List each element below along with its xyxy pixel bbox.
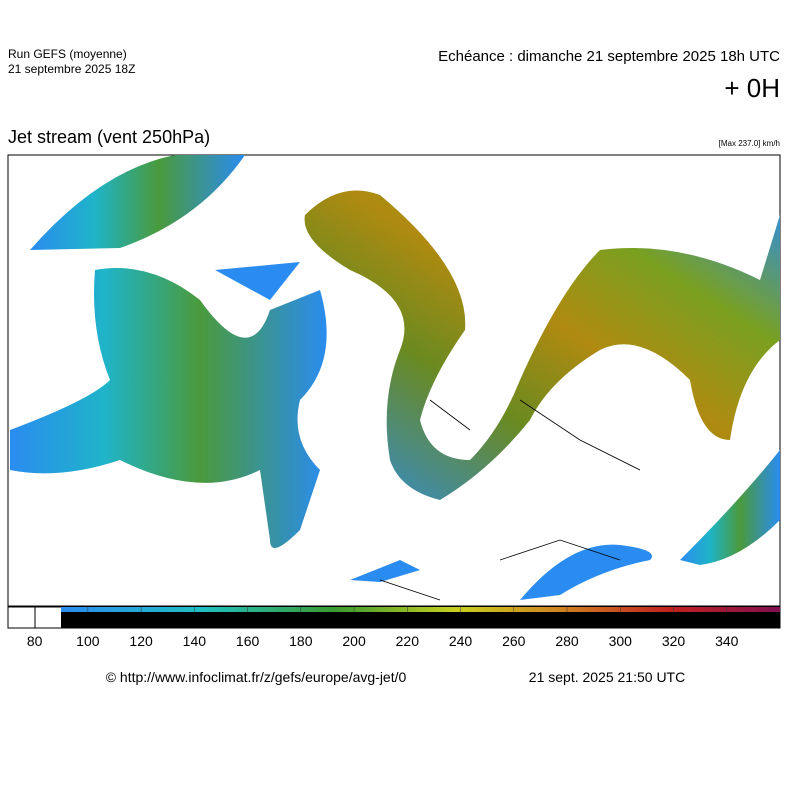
colorbar-tick-label: 140 — [183, 633, 207, 649]
map-title: Jet stream (vent 250hPa) — [8, 127, 210, 147]
max-label: [Max 237.0] km/h — [719, 139, 780, 148]
source-link[interactable]: © http://www.infoclimat.fr/z/gefs/europe… — [106, 669, 407, 685]
colorbar-tick-label: 160 — [236, 633, 260, 649]
colorbar — [7, 606, 781, 629]
jet-core — [520, 544, 652, 600]
colorbar-gradient — [61, 607, 780, 612]
colorbar-tick-label: 340 — [715, 633, 739, 649]
colorbar-tick-label: 240 — [449, 633, 473, 649]
map — [7, 154, 781, 607]
jet-core — [350, 560, 420, 582]
colorbar-tick-label: 120 — [129, 633, 153, 649]
jet-core — [30, 155, 245, 250]
lead-time: + 0H — [724, 73, 780, 103]
jet-core — [215, 262, 300, 300]
run-date: 21 septembre 2025 18Z — [8, 62, 135, 76]
timestamp: 21 sept. 2025 21:50 UTC — [529, 669, 685, 685]
forecast-time: Echéance : dimanche 21 septembre 2025 18… — [438, 48, 780, 65]
jet-core — [10, 268, 327, 548]
colorbar-tick-label: 100 — [76, 633, 100, 649]
coastline — [379, 399, 641, 601]
colorbar-tick-label: 220 — [396, 633, 420, 649]
colorbar-fill — [61, 607, 780, 628]
colorbar-tick-label: 300 — [609, 633, 633, 649]
colorbar-tick-label: 80 — [27, 633, 43, 649]
colorbar-tick-label: 260 — [502, 633, 526, 649]
colorbar-tick-label: 280 — [555, 633, 579, 649]
colorbar-tick-label: 180 — [289, 633, 313, 649]
colorbar-tick-label: 200 — [342, 633, 366, 649]
jet-core — [304, 190, 780, 500]
jet-core — [680, 450, 780, 565]
run-label: Run GEFS (moyenne) — [8, 47, 127, 61]
colorbar-tick-label: 320 — [662, 633, 686, 649]
